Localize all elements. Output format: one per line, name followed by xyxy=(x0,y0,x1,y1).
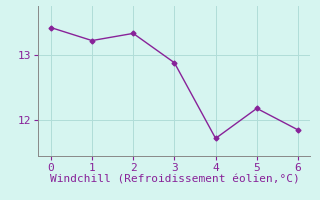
X-axis label: Windchill (Refroidissement éolien,°C): Windchill (Refroidissement éolien,°C) xyxy=(50,174,299,184)
